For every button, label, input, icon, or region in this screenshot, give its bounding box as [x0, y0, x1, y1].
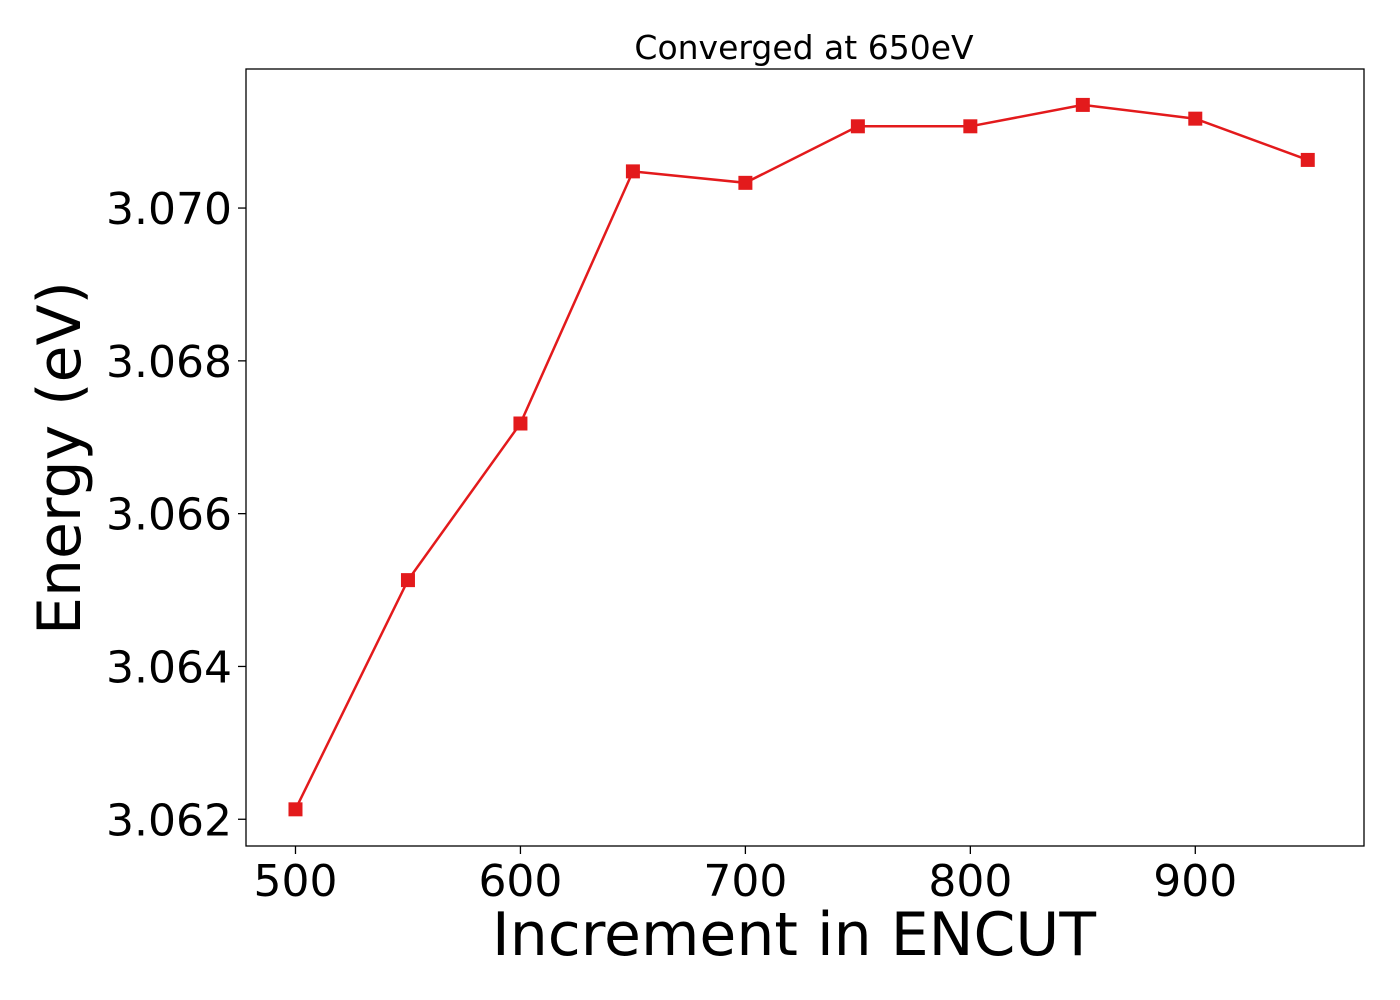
- y-axis: 3.062 3.064 3.066 3.068 3.070: [106, 184, 246, 846]
- data-point: [513, 416, 528, 431]
- data-point: [288, 802, 303, 817]
- y-tick-label: 3.070: [106, 184, 232, 235]
- data-point: [1300, 152, 1315, 167]
- x-tick-label: 600: [478, 856, 562, 907]
- data-point: [850, 119, 865, 134]
- data-point: [625, 164, 640, 179]
- plot-area: [288, 97, 1315, 817]
- data-point: [738, 175, 753, 190]
- x-axis-title: Increment in ENCUT: [492, 900, 1096, 970]
- data-point: [400, 573, 415, 588]
- y-tick-label: 3.064: [106, 642, 232, 693]
- y-tick-label: 3.068: [106, 337, 232, 388]
- series-line: [294, 103, 1309, 810]
- data-point: [963, 119, 978, 134]
- plot-frame: [245, 68, 1365, 847]
- x-tick-label: 700: [703, 856, 787, 907]
- y-tick-label: 3.062: [106, 795, 232, 846]
- y-axis-title: Energy (eV): [25, 281, 95, 635]
- chart-title: Converged at 650eV: [634, 28, 974, 67]
- x-tick-label: 900: [1153, 856, 1237, 907]
- data-point: [1188, 111, 1203, 126]
- x-tick-label: 800: [928, 856, 1012, 907]
- x-axis: 500 600 700 800 900: [253, 846, 1237, 907]
- data-point: [1075, 97, 1090, 112]
- x-tick-label: 500: [253, 856, 337, 907]
- y-tick-label: 3.066: [106, 490, 232, 541]
